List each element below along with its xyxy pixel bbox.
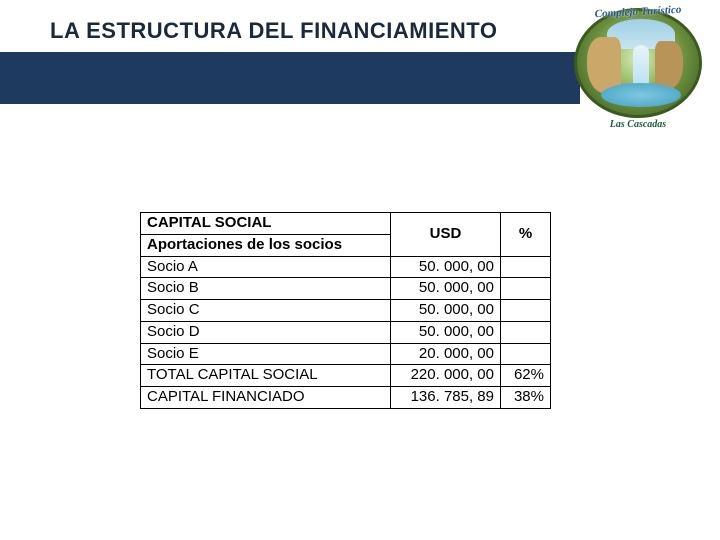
row-usd: 50. 000, 00 [391, 256, 501, 278]
logo-oval [574, 8, 702, 118]
header-bar [0, 52, 580, 104]
row-usd: 50. 000, 00 [391, 278, 501, 300]
row-usd: 20. 000, 00 [391, 343, 501, 365]
row-label: Socio B [141, 278, 391, 300]
row-pct [501, 343, 551, 365]
row-label: CAPITAL FINANCIADO [141, 387, 391, 409]
row-usd: 50. 000, 00 [391, 321, 501, 343]
row-usd: 136. 785, 89 [391, 387, 501, 409]
logo-rock-right [655, 41, 683, 89]
header-label-2: Aportaciones de los socios [141, 234, 391, 256]
table-row: Socio E 20. 000, 00 [141, 343, 551, 365]
table-row: CAPITAL FINANCIADO 136. 785, 89 38% [141, 387, 551, 409]
row-label: Socio A [141, 256, 391, 278]
table-row: Socio B 50. 000, 00 [141, 278, 551, 300]
row-usd: 220. 000, 00 [391, 365, 501, 387]
row-pct: 38% [501, 387, 551, 409]
header-label-1: CAPITAL SOCIAL [141, 213, 391, 235]
table-header-row-1: CAPITAL SOCIAL USD % [141, 213, 551, 235]
row-label: TOTAL CAPITAL SOCIAL [141, 365, 391, 387]
financing-table: CAPITAL SOCIAL USD % Aportaciones de los… [140, 212, 551, 409]
slide-title: LA ESTRUCTURA DEL FINANCIAMIENTO [50, 18, 497, 44]
row-pct [501, 321, 551, 343]
logo-text-bottom: Las Cascadas [574, 119, 702, 130]
table-row: Socio D 50. 000, 00 [141, 321, 551, 343]
row-pct: 62% [501, 365, 551, 387]
row-pct [501, 300, 551, 322]
table-row: Socio C 50. 000, 00 [141, 300, 551, 322]
financing-table-container: CAPITAL SOCIAL USD % Aportaciones de los… [140, 212, 551, 409]
row-label: Socio C [141, 300, 391, 322]
row-label: Socio D [141, 321, 391, 343]
table-row: TOTAL CAPITAL SOCIAL 220. 000, 00 62% [141, 365, 551, 387]
row-usd: 50. 000, 00 [391, 300, 501, 322]
header-usd: USD [391, 213, 501, 257]
header-pct: % [501, 213, 551, 257]
row-label: Socio E [141, 343, 391, 365]
logo-pool [601, 83, 681, 107]
row-pct [501, 278, 551, 300]
table-row: Socio A 50. 000, 00 [141, 256, 551, 278]
logo-badge: Complejo Turístico Las Cascadas [574, 8, 702, 136]
row-pct [501, 256, 551, 278]
